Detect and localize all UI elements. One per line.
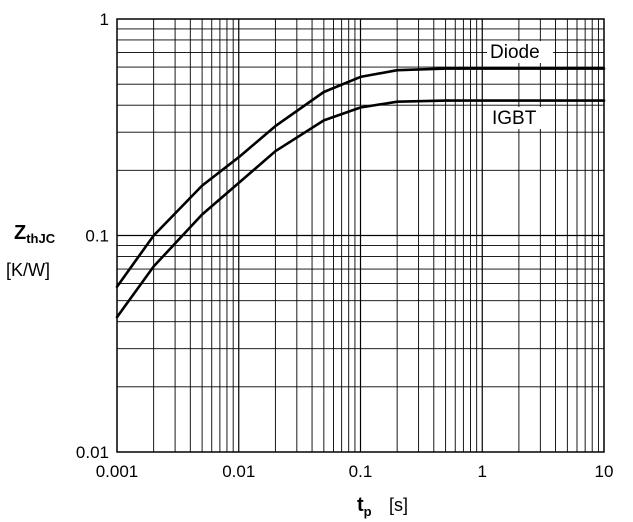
svg-text:ZthJC: ZthJC bbox=[14, 222, 56, 246]
y-tick-label: 1 bbox=[100, 10, 109, 29]
series-line-igbt bbox=[115, 99, 606, 319]
x-tick-label: 0.01 bbox=[222, 462, 255, 481]
x-axis-symbol: t bbox=[357, 494, 364, 516]
x-tick-label: 1 bbox=[478, 462, 487, 481]
y-axis-symbol: Z bbox=[14, 222, 26, 244]
svg-text:tp: tp bbox=[357, 494, 372, 519]
x-axis-unit: [s] bbox=[389, 495, 408, 515]
y-tick-label: 0.01 bbox=[76, 443, 109, 462]
series-label-background bbox=[487, 41, 553, 63]
x-tick-label: 10 bbox=[595, 462, 614, 481]
series-line-diode bbox=[115, 67, 606, 289]
series-label-igbt: IGBT bbox=[492, 108, 537, 129]
x-axis-label: tp [s] bbox=[357, 494, 408, 519]
grid bbox=[117, 19, 604, 452]
y-axis-label: ZthJC [K/W] bbox=[6, 222, 56, 280]
y-tick-label: 0.1 bbox=[85, 227, 109, 246]
x-axis-subscript: p bbox=[364, 504, 372, 519]
series-label-background bbox=[489, 107, 553, 129]
y-axis-subscript: thJC bbox=[26, 231, 56, 246]
plot-frame bbox=[116, 18, 605, 453]
series-label-diode: Diode bbox=[490, 42, 540, 63]
x-tick-label: 0.1 bbox=[349, 462, 373, 481]
series-layer bbox=[115, 67, 606, 319]
tick-labels: 0.001 0.01 0.1 1 100.010.11 bbox=[76, 10, 614, 481]
series-labels: Diode IGBT bbox=[487, 41, 553, 129]
x-tick-label: 0.001 bbox=[96, 462, 139, 481]
y-axis-unit: [K/W] bbox=[6, 260, 50, 280]
